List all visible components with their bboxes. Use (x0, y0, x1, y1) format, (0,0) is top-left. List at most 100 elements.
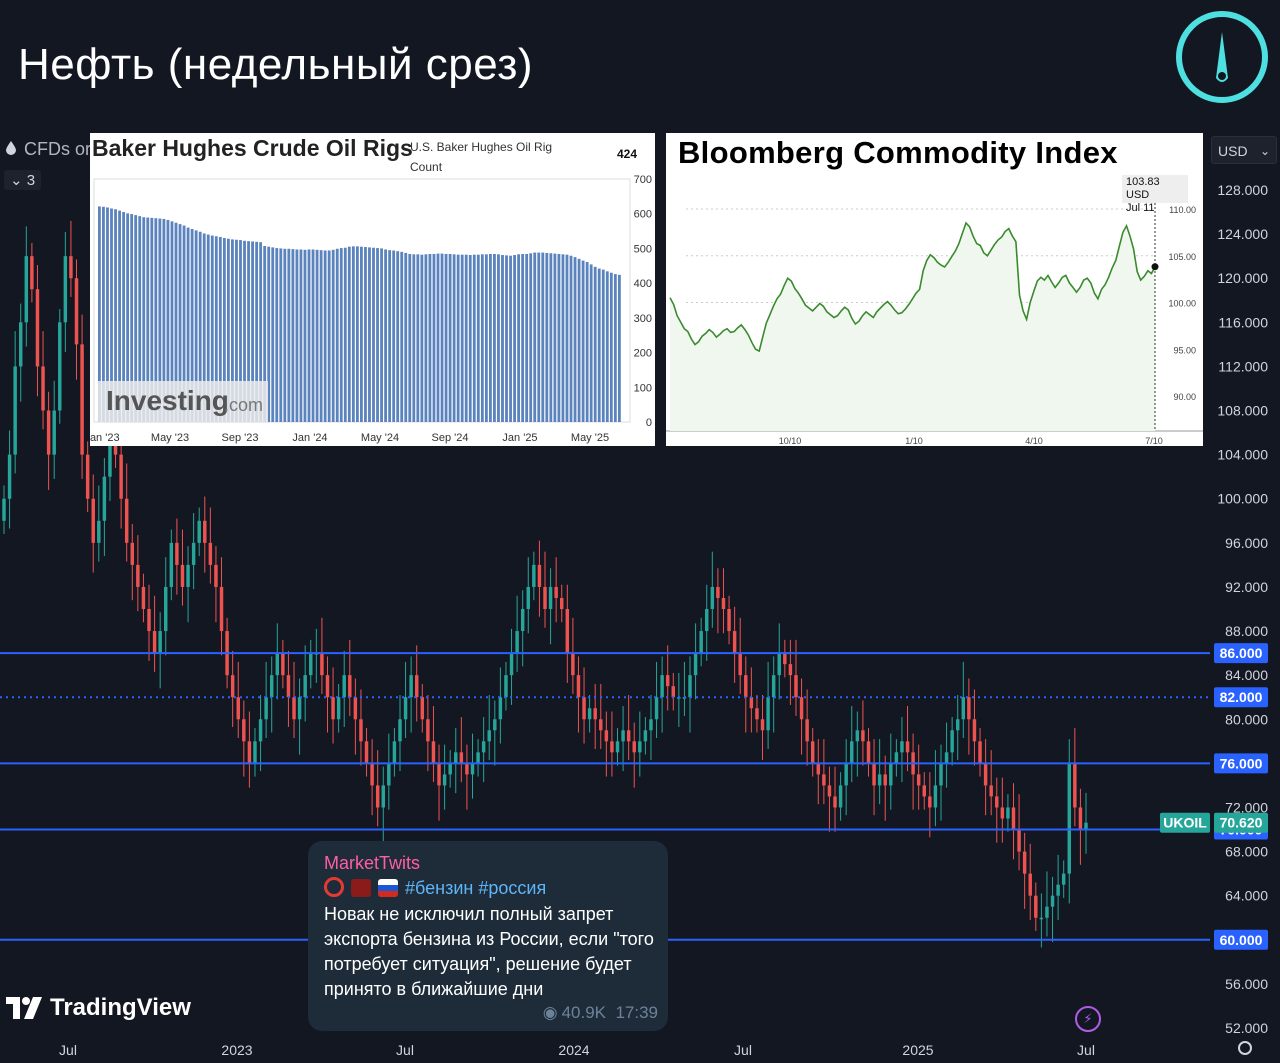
candle (922, 785, 926, 797)
candle (97, 520, 101, 543)
candle (24, 256, 29, 323)
candle (560, 597, 564, 609)
rig-bar (561, 254, 565, 422)
rig-bar (327, 250, 331, 422)
candle (431, 741, 436, 764)
tooltip-date: Jul 11 (1126, 202, 1155, 214)
x-tick-label: 2024 (558, 1042, 589, 1058)
candle (1073, 763, 1077, 808)
y-tick-label: 0 (646, 417, 652, 429)
candle (392, 741, 397, 764)
rig-bar (339, 248, 343, 422)
rig-bar (593, 266, 597, 422)
candle (35, 289, 40, 367)
rig-bar (565, 254, 569, 422)
candle (292, 697, 296, 720)
price-level-badge (1214, 643, 1268, 664)
rig-bar (138, 216, 142, 422)
price-level-label: 76.000 (1220, 755, 1263, 771)
candle (621, 730, 625, 742)
y-tick-label: 72.000 (1225, 799, 1268, 815)
candle (52, 410, 56, 455)
candle (515, 631, 519, 654)
candle (939, 763, 943, 786)
symbol-badge (1160, 812, 1210, 833)
rig-bar (509, 255, 512, 422)
rig-bar (118, 210, 121, 422)
candle (727, 609, 731, 632)
candle (409, 675, 413, 698)
tradingview-wordmark: TradingView (50, 994, 191, 1021)
rig-bar (525, 253, 529, 422)
rig-bar (400, 251, 404, 422)
rig-bar (412, 254, 416, 422)
candle (766, 697, 770, 731)
candle (141, 586, 146, 609)
candle (877, 774, 882, 786)
rig-bar (222, 238, 226, 422)
candle (749, 697, 754, 709)
candle (437, 763, 441, 786)
rig-bar (158, 218, 162, 422)
candle (236, 697, 240, 720)
chevron-down-icon: ⌄ (1259, 144, 1270, 158)
rig-bar (355, 246, 359, 422)
rig-bar (585, 261, 589, 422)
rig-bar (521, 253, 525, 422)
rig-bar (581, 260, 585, 422)
rig-bar (384, 249, 388, 422)
candle (147, 609, 151, 632)
area-fill (670, 223, 1155, 431)
candle (900, 741, 904, 753)
rig-bar (251, 241, 254, 422)
rig-bar (456, 254, 460, 422)
rig-bar (368, 247, 371, 422)
candle (771, 675, 776, 698)
rig-bar (202, 233, 206, 422)
candle (967, 697, 971, 720)
rig-bar (162, 218, 166, 422)
candle (208, 542, 213, 565)
candle (191, 542, 196, 565)
rig-bar (476, 254, 480, 422)
rig-bar (267, 246, 271, 422)
rig-bar (364, 247, 367, 422)
y-tick-label: 64.000 (1225, 888, 1268, 904)
candle (693, 653, 698, 676)
rig-bar (529, 253, 533, 422)
candle (649, 719, 653, 731)
y-tick-label: 300 (634, 313, 652, 325)
currency-select[interactable]: USD ⌄ (1211, 136, 1277, 164)
candle (214, 564, 218, 587)
rig-bar (416, 254, 420, 422)
symbol-label[interactable]: CFDs or (6, 139, 91, 160)
candle (387, 763, 391, 786)
candle (844, 763, 848, 786)
rig-bar (388, 250, 392, 422)
message-author[interactable]: MarketTwits (324, 853, 421, 873)
rig-bar (444, 253, 448, 422)
y-tick-label: 52.000 (1225, 1020, 1268, 1036)
collapse-button[interactable]: ⌄ 3 (4, 170, 42, 190)
lightning-icon[interactable]: ⚡ (1075, 1006, 1101, 1032)
rig-bar (206, 234, 210, 422)
candle (688, 675, 692, 698)
rig-bar (307, 249, 311, 422)
hashtags[interactable]: #бензин #россия (405, 878, 547, 898)
rig-bar (303, 249, 307, 422)
candle (1011, 807, 1016, 830)
last-price-label: 70.620 (1220, 815, 1263, 831)
y-tick-label: 200 (634, 348, 652, 360)
y-tick-label: 104.000 (1217, 447, 1268, 463)
x-tick-label: 2025 (902, 1042, 933, 1058)
price-level-label: 82.000 (1220, 689, 1263, 705)
candle (258, 719, 263, 742)
tradingview-logo: TradingView (6, 992, 191, 1024)
candle (247, 741, 252, 764)
candle (1034, 895, 1038, 918)
y-tick-label: 120.000 (1217, 270, 1268, 286)
rig-bar (396, 251, 400, 422)
y-tick-label: 90.00 (1173, 392, 1196, 402)
rig-bar (380, 248, 383, 422)
